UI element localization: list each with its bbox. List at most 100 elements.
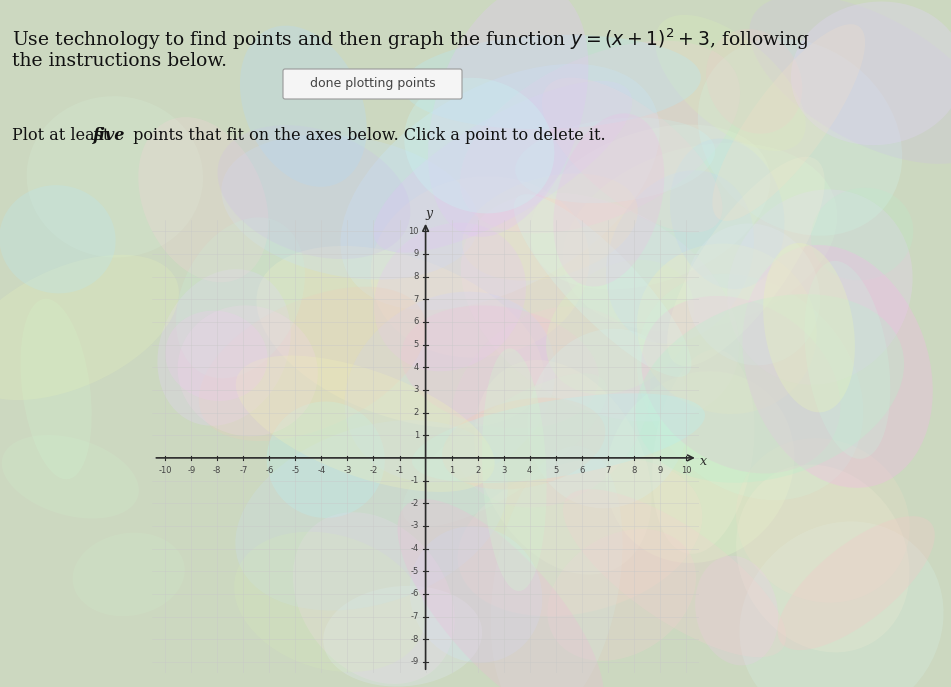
Ellipse shape — [461, 192, 739, 422]
Text: -5: -5 — [291, 466, 300, 475]
Ellipse shape — [687, 223, 820, 365]
Ellipse shape — [412, 394, 705, 483]
Text: 8: 8 — [631, 466, 636, 475]
Text: 4: 4 — [527, 466, 533, 475]
Text: points that fit on the axes below. Click a point to delete it.: points that fit on the axes below. Click… — [128, 127, 606, 144]
Ellipse shape — [811, 188, 913, 280]
Ellipse shape — [402, 35, 701, 129]
Ellipse shape — [515, 117, 715, 203]
Text: Use technology to find points and then graph the function $y = (x + 1)^2 + 3$, f: Use technology to find points and then g… — [12, 27, 810, 52]
Ellipse shape — [457, 458, 702, 616]
Text: 1: 1 — [414, 431, 419, 440]
Text: 6: 6 — [414, 317, 419, 326]
Text: 2: 2 — [476, 466, 480, 475]
Ellipse shape — [0, 185, 116, 293]
Ellipse shape — [637, 244, 817, 414]
Ellipse shape — [222, 135, 478, 280]
Ellipse shape — [743, 245, 933, 488]
Ellipse shape — [138, 117, 268, 282]
FancyBboxPatch shape — [283, 69, 462, 99]
Ellipse shape — [21, 299, 91, 480]
Text: -1: -1 — [411, 476, 419, 485]
Ellipse shape — [340, 64, 660, 310]
Ellipse shape — [749, 0, 951, 164]
Ellipse shape — [728, 190, 913, 385]
Ellipse shape — [344, 291, 555, 482]
Text: done plotting points: done plotting points — [310, 78, 436, 91]
Ellipse shape — [235, 420, 508, 611]
Ellipse shape — [491, 446, 623, 687]
Text: 3: 3 — [501, 466, 506, 475]
Text: -3: -3 — [343, 466, 352, 475]
Text: -7: -7 — [411, 612, 419, 621]
Text: 3: 3 — [414, 385, 419, 394]
Ellipse shape — [475, 360, 651, 574]
Ellipse shape — [236, 356, 495, 492]
Text: 8: 8 — [414, 272, 419, 281]
Text: -1: -1 — [396, 466, 403, 475]
Ellipse shape — [805, 261, 890, 459]
Text: 10: 10 — [409, 227, 419, 236]
Text: 9: 9 — [657, 466, 663, 475]
Ellipse shape — [257, 246, 544, 428]
Ellipse shape — [563, 143, 837, 331]
Text: -2: -2 — [411, 499, 419, 508]
Text: 4: 4 — [414, 363, 419, 372]
Ellipse shape — [791, 1, 951, 145]
Ellipse shape — [641, 296, 841, 473]
Ellipse shape — [199, 286, 426, 441]
Text: -3: -3 — [411, 521, 419, 530]
Ellipse shape — [514, 194, 691, 377]
Ellipse shape — [428, 0, 589, 237]
Text: 7: 7 — [414, 295, 419, 304]
Ellipse shape — [670, 139, 785, 289]
Ellipse shape — [606, 170, 754, 344]
Text: 5: 5 — [414, 340, 419, 349]
Text: -2: -2 — [369, 466, 378, 475]
Ellipse shape — [668, 157, 825, 366]
Ellipse shape — [404, 78, 554, 214]
Text: x: x — [700, 455, 708, 468]
Ellipse shape — [442, 398, 606, 489]
Ellipse shape — [323, 586, 482, 686]
Ellipse shape — [398, 499, 604, 687]
Ellipse shape — [462, 173, 638, 280]
Ellipse shape — [165, 311, 267, 401]
Ellipse shape — [548, 529, 696, 661]
Text: Plot at least: Plot at least — [12, 127, 114, 144]
Ellipse shape — [72, 532, 184, 616]
Ellipse shape — [240, 25, 367, 187]
Ellipse shape — [176, 217, 305, 379]
Text: -5: -5 — [411, 567, 419, 576]
Text: -8: -8 — [411, 635, 419, 644]
Ellipse shape — [266, 401, 385, 518]
Text: five: five — [93, 127, 126, 144]
Ellipse shape — [553, 113, 665, 286]
Ellipse shape — [178, 306, 318, 436]
Ellipse shape — [374, 223, 526, 371]
Text: 2: 2 — [414, 408, 419, 417]
Ellipse shape — [712, 24, 865, 221]
Ellipse shape — [158, 269, 291, 426]
Text: -10: -10 — [159, 466, 172, 475]
Ellipse shape — [27, 96, 204, 258]
Ellipse shape — [740, 521, 943, 687]
Ellipse shape — [410, 526, 542, 663]
Ellipse shape — [563, 489, 786, 657]
Text: the instructions below.: the instructions below. — [12, 52, 227, 70]
Text: -6: -6 — [265, 466, 274, 475]
Ellipse shape — [736, 438, 910, 602]
Ellipse shape — [293, 513, 455, 684]
Ellipse shape — [460, 41, 740, 234]
Text: -9: -9 — [411, 657, 419, 666]
Ellipse shape — [606, 371, 794, 563]
Text: -4: -4 — [411, 544, 419, 553]
Text: 9: 9 — [414, 249, 419, 258]
Text: -8: -8 — [213, 466, 222, 475]
Ellipse shape — [778, 516, 935, 650]
Ellipse shape — [635, 294, 904, 483]
Text: 6: 6 — [579, 466, 585, 475]
Text: -6: -6 — [411, 589, 419, 598]
Text: 10: 10 — [681, 466, 691, 475]
Ellipse shape — [546, 260, 694, 394]
